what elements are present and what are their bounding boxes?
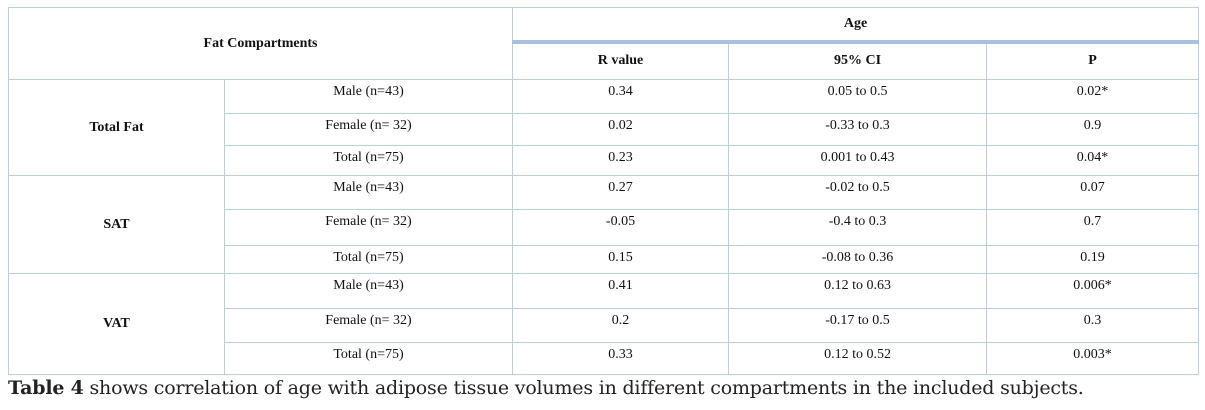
table-row: Female (n= 32) -0.05 -0.4 to 0.3 0.7 (9, 209, 1200, 246)
header-row-columns: R value 95% CI P (9, 41, 1200, 81)
compartment-label: SAT (8, 175, 225, 274)
subject-cell: Total (n=75) (223, 341, 514, 376)
p-value-cell: 0.19 (986, 244, 1200, 274)
table-row: Total (n=75) 0.15 -0.08 to 0.36 0.19 (9, 244, 1200, 274)
p-value-cell: 0.9 (986, 113, 1200, 147)
r-value-header: R value (512, 41, 730, 81)
r-value-cell: -0.05 (512, 209, 730, 246)
p-value-cell: 0.3 (986, 307, 1200, 343)
table-row: SAT Male (n=43) 0.27 -0.02 to 0.5 0.07 (8, 175, 1200, 274)
header-row-top: Fat Compartments Age (7, 6, 1200, 81)
r-value-cell: 0.34 (512, 79, 730, 115)
ci-cell: -0.02 to 0.5 (728, 175, 988, 211)
r-value-cell: 0.23 (512, 145, 730, 177)
r-value-cell: 0.2 (512, 307, 730, 343)
ci-cell: -0.4 to 0.3 (728, 209, 988, 246)
fat-compartments-header: Fat Compartments (7, 6, 514, 81)
table-row: Total (n=75) 0.23 0.001 to 0.43 0.04* (9, 145, 1200, 177)
table-caption: Table 4 shows correlation of age with ad… (8, 377, 1084, 399)
table-row: Total Fat Male (n=43) 0.34 0.05 to 0.5 0.02* (8, 79, 1200, 177)
ci-header: 95% CI (728, 41, 988, 81)
r-value-cell: 0.15 (512, 244, 730, 274)
p-value-cell: 0.04* (986, 145, 1200, 177)
r-value-cell: 0.33 (512, 341, 730, 376)
p-value-cell: 0.003* (986, 341, 1200, 376)
p-value-cell: 0.006* (986, 272, 1200, 309)
ci-cell: -0.33 to 0.3 (728, 113, 988, 147)
compartment-label: Total Fat (8, 79, 225, 177)
table-row: Total (n=75) 0.33 0.12 to 0.52 0.003* (9, 341, 1200, 376)
r-value-cell: 0.27 (512, 175, 730, 211)
subject-cell: Female (n= 32) (223, 113, 514, 147)
table-row: VAT Male (n=43) 0.41 0.12 to 0.63 0.006* (8, 272, 1200, 376)
subject-cell: Male (n=43) (223, 272, 514, 309)
ci-cell: -0.08 to 0.36 (728, 244, 988, 274)
subject-cell: Female (n= 32) (223, 209, 514, 246)
subject-cell: Total (n=75) (223, 145, 514, 177)
ci-cell: -0.17 to 0.5 (728, 307, 988, 343)
ci-cell: 0.12 to 0.63 (728, 272, 988, 309)
ci-cell: 0.001 to 0.43 (728, 145, 988, 177)
ci-cell: 0.05 to 0.5 (728, 79, 988, 115)
p-value-cell: 0.02* (986, 79, 1200, 115)
p-value-cell: 0.7 (986, 209, 1200, 246)
caption-text: shows correlation of age with adipose ti… (83, 377, 1084, 399)
compartment-label: VAT (8, 272, 225, 376)
caption-label: Table 4 (8, 377, 84, 399)
subject-cell: Male (n=43) (223, 79, 514, 115)
subject-cell: Total (n=75) (223, 244, 514, 274)
ci-cell: 0.12 to 0.52 (728, 341, 988, 376)
subject-cell: Female (n= 32) (223, 307, 514, 343)
correlation-table: Fat Compartments Age R value 95% CI P To… (7, 6, 1200, 376)
p-value-cell: 0.07 (986, 175, 1200, 211)
r-value-cell: 0.41 (512, 272, 730, 309)
r-value-cell: 0.02 (512, 113, 730, 147)
subject-cell: Male (n=43) (223, 175, 514, 211)
p-header: P (986, 41, 1200, 81)
age-header: Age (512, 6, 1200, 44)
